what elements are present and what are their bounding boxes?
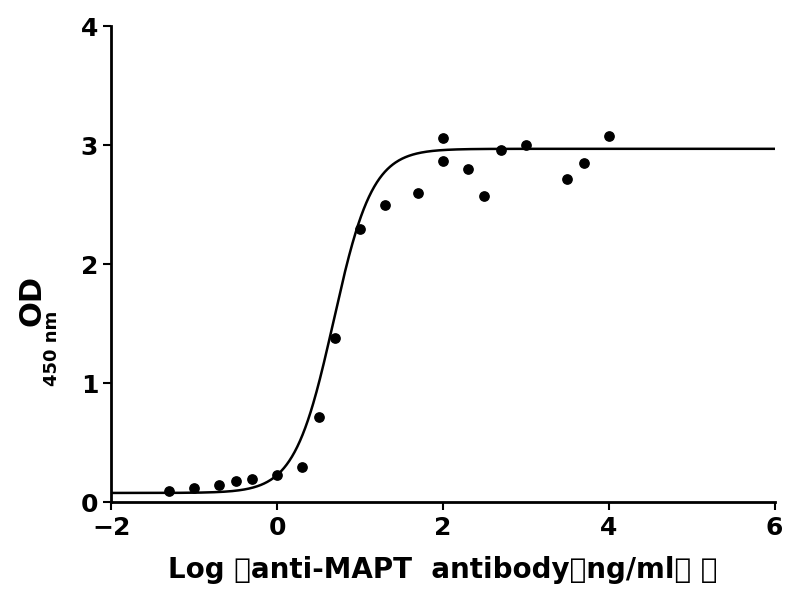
Point <box>188 483 201 493</box>
Point <box>602 131 615 141</box>
Point <box>163 486 176 495</box>
Point <box>230 476 242 486</box>
Point <box>437 133 450 143</box>
Point <box>494 145 507 155</box>
Point <box>412 188 425 198</box>
Point <box>519 141 532 150</box>
Text: OD: OD <box>18 275 46 326</box>
Point <box>354 224 366 233</box>
Point <box>312 412 325 421</box>
Point <box>462 164 474 174</box>
Point <box>270 470 283 480</box>
X-axis label: Log （anti-MAPT  antibody（ng/ml） ）: Log （anti-MAPT antibody（ng/ml） ） <box>168 557 718 584</box>
Point <box>578 158 590 168</box>
Point <box>296 462 309 472</box>
Point <box>561 174 574 183</box>
Point <box>437 156 450 165</box>
Point <box>329 334 342 343</box>
Point <box>213 480 226 489</box>
Point <box>246 474 258 483</box>
Point <box>478 192 491 201</box>
Text: 450 nm: 450 nm <box>43 311 61 386</box>
Point <box>378 200 391 210</box>
